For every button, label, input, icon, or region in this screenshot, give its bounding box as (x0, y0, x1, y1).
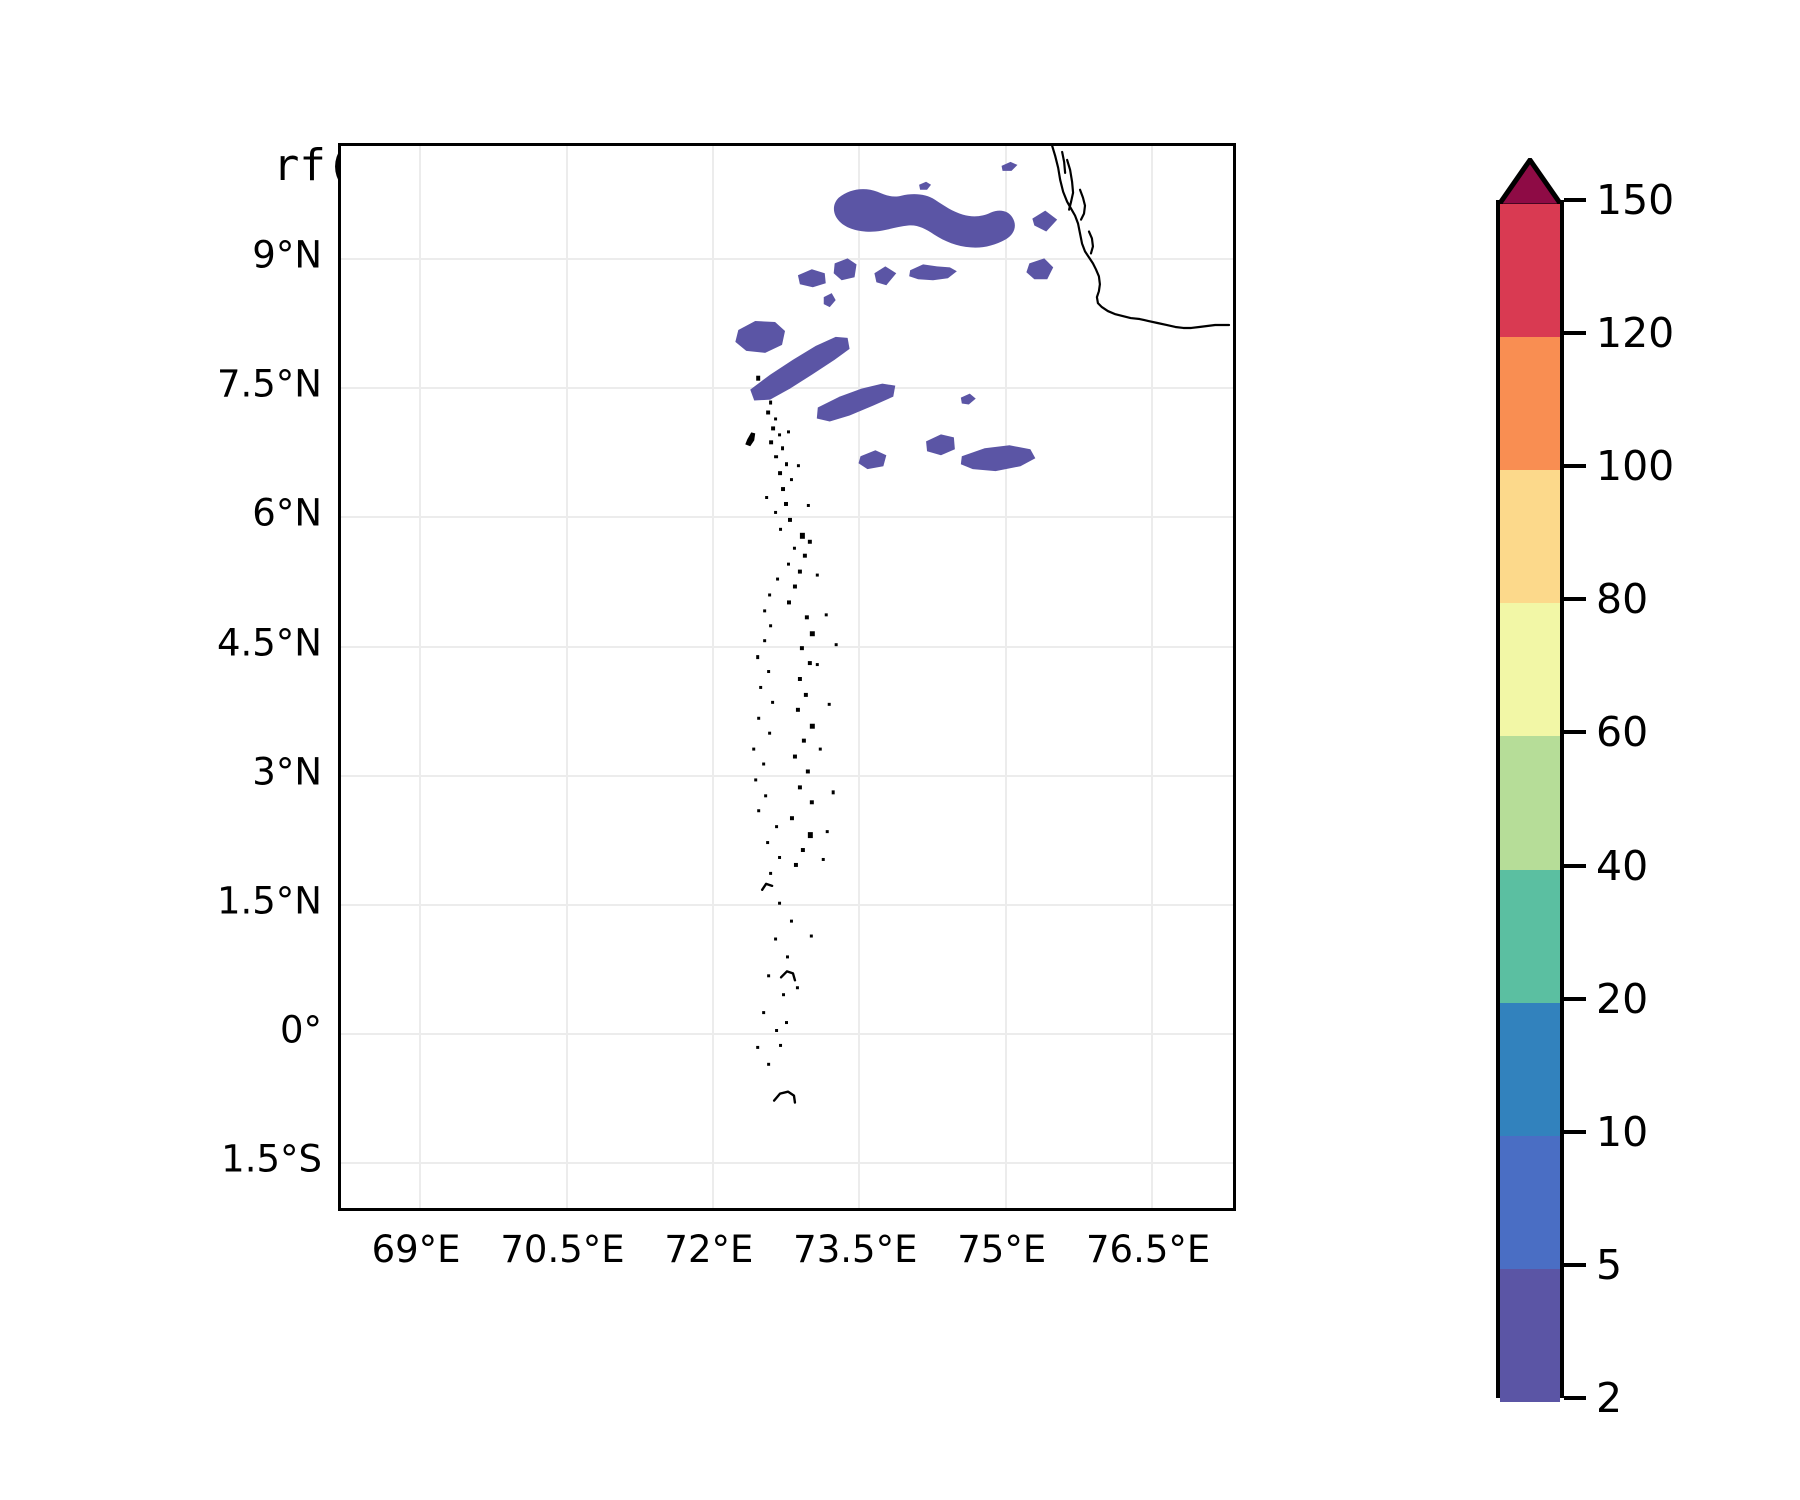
colorbar-band (1500, 736, 1560, 870)
colorbar-band (1500, 1135, 1560, 1269)
colorbar-tick-mark (1564, 464, 1586, 469)
x-axis-tick-label: 69°E (371, 1228, 461, 1271)
y-axis-tick-label: 9°N (252, 233, 322, 277)
colorbar-extend-arrow-icon (1496, 158, 1564, 208)
y-axis-tick-label: 7.5°N (216, 362, 322, 406)
coastline-southern-atoll (760, 882, 797, 1104)
x-axis-tick-label: 75°E (957, 1228, 1047, 1271)
gridline-horizontal (341, 1033, 1233, 1036)
colorbar-tick-mark (1564, 863, 1586, 868)
gridline-vertical (1151, 146, 1154, 1208)
coastline-atolls (752, 375, 838, 1066)
colorbar-tick-mark (1564, 1262, 1586, 1267)
colorbar-tick-mark (1564, 996, 1586, 1001)
colorbar-tick-mark (1564, 331, 1586, 336)
colorbar-band (1500, 869, 1560, 1003)
x-axis-tick-label: 72°E (664, 1228, 754, 1271)
y-axis-tick-label: 1.5°S (221, 1137, 322, 1181)
colorbar-tick-label: 2 (1596, 1374, 1623, 1422)
colorbar-tick-mark (1564, 730, 1586, 735)
y-axis-tick-label: 1.5°N (216, 879, 322, 923)
gridline-vertical (711, 146, 714, 1208)
gridline-vertical (419, 146, 422, 1208)
colorbar-tick-mark (1564, 1129, 1586, 1134)
gridline-horizontal (341, 516, 1233, 519)
coastline-minicoy (745, 432, 756, 447)
colorbar-band (1500, 1002, 1560, 1136)
gridline-horizontal (341, 1162, 1233, 1165)
colorbar-tick-label: 40 (1596, 841, 1649, 890)
colorbar-gradient (1496, 158, 1564, 1402)
x-axis-tick-label: 70.5°E (500, 1228, 625, 1271)
x-axis-tick-label: 73.5°E (793, 1228, 918, 1271)
map-geometry (735, 146, 1231, 1104)
colorbar-band (1500, 470, 1560, 604)
gridline-horizontal (341, 774, 1233, 777)
colorbar-band (1500, 337, 1560, 471)
colorbar-tick-mark (1564, 1396, 1586, 1400)
colorbar-tick-mark (1564, 597, 1586, 602)
colorbar-band (1500, 1268, 1560, 1402)
rainfall-contours-2-5mm (735, 161, 1058, 472)
x-axis-tick-label: 76.5°E (1086, 1228, 1211, 1271)
colorbar-band (1500, 204, 1560, 338)
gridline-vertical (858, 146, 861, 1208)
gridline-horizontal (341, 903, 1233, 906)
y-axis-tick-labels: 1.5°S 0° 1.5°N 3°N 4.5°N 6°N 7.5°N 9°N (0, 143, 322, 1211)
colorbar-tick-label: 150 (1596, 176, 1675, 224)
colorbar-tick-label: 120 (1596, 309, 1675, 358)
gridline-vertical (565, 146, 568, 1208)
coastline-india (1051, 146, 1231, 330)
gridline-horizontal (341, 645, 1233, 648)
colorbar-band (1500, 603, 1560, 737)
y-axis-tick-label: 3°N (252, 750, 322, 794)
y-axis-tick-label: 4.5°N (216, 621, 322, 665)
y-axis-tick-label: 6°N (252, 491, 322, 535)
colorbar-tick-label: 10 (1596, 1107, 1649, 1156)
gridline-vertical (1004, 146, 1007, 1208)
y-axis-tick-label: 0° (279, 1008, 322, 1052)
colorbar-tick-label: 100 (1596, 442, 1675, 491)
gridline-horizontal (341, 257, 1233, 260)
colorbar-tick-label: 60 (1596, 708, 1649, 757)
map-axes (338, 143, 1236, 1211)
colorbar-tick-mark (1564, 198, 1586, 202)
colorbar-tick-label: 5 (1596, 1240, 1623, 1289)
x-axis-tick-labels: 69°E 70.5°E 72°E 73.5°E 75°E 76.5°E (338, 1228, 1236, 1298)
colorbar-tick-label: 20 (1596, 974, 1649, 1023)
colorbar-tick-label: 80 (1596, 575, 1649, 624)
colorbar: 2 5 10 20 40 60 80 100 120 150 (1496, 150, 1796, 1422)
